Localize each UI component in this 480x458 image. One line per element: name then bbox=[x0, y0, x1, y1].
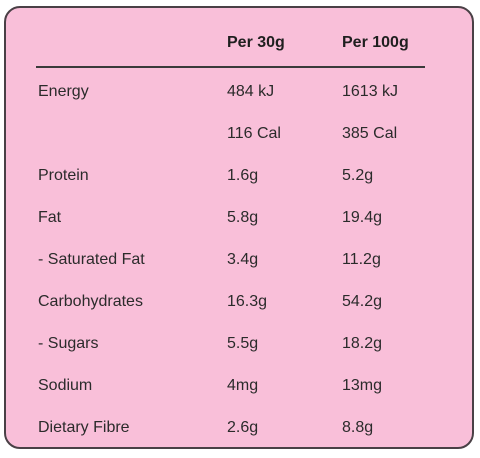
row-per-100g: 5.2g bbox=[342, 167, 374, 184]
table-row-energy-kj: Energy 484 kJ 1613 kJ bbox=[6, 80, 472, 122]
table-row-sugars: - Sugars 5.5g 18.2g bbox=[6, 332, 472, 374]
row-per-100g: 13mg bbox=[342, 377, 383, 394]
row-per-100g: 385 Cal bbox=[342, 125, 398, 142]
row-per-30g: 484 kJ bbox=[227, 83, 275, 100]
row-label: Protein bbox=[38, 167, 89, 184]
row-per-30g: 2.6g bbox=[227, 419, 259, 436]
table-row-protein: Protein 1.6g 5.2g bbox=[6, 164, 472, 206]
row-per-100g: 18.2g bbox=[342, 335, 383, 352]
row-per-100g: 8.8g bbox=[342, 419, 374, 436]
row-per-100g: 11.2g bbox=[342, 251, 381, 268]
table-row-saturated-fat: - Saturated Fat 3.4g 11.2g bbox=[6, 248, 472, 290]
row-label: - Saturated Fat bbox=[38, 251, 145, 268]
table-row-dietary-fibre: Dietary Fibre 2.6g 8.8g bbox=[6, 416, 472, 458]
header-divider bbox=[36, 66, 425, 68]
header-per-100g: Per 100g bbox=[342, 34, 409, 51]
row-label: - Sugars bbox=[38, 335, 99, 352]
row-per-30g: 16.3g bbox=[227, 293, 268, 310]
row-per-30g: 116 Cal bbox=[227, 125, 281, 142]
row-per-30g: 5.5g bbox=[227, 335, 259, 352]
table-row-energy-cal: 116 Cal 385 Cal bbox=[6, 122, 472, 164]
row-label: Dietary Fibre bbox=[38, 419, 130, 436]
table-row-carbohydrates: Carbohydrates 16.3g 54.2g bbox=[6, 290, 472, 332]
row-per-30g: 3.4g bbox=[227, 251, 259, 268]
row-label: Carbohydrates bbox=[38, 293, 143, 310]
nutrition-table-card: Per 30g Per 100g Energy 484 kJ 1613 kJ 1… bbox=[4, 6, 474, 449]
header-per-30g: Per 30g bbox=[227, 34, 285, 51]
table-body: Energy 484 kJ 1613 kJ 116 Cal 385 Cal Pr… bbox=[6, 80, 472, 458]
row-per-100g: 19.4g bbox=[342, 209, 383, 226]
table-row-sodium: Sodium 4mg 13mg bbox=[6, 374, 472, 416]
row-per-30g: 4mg bbox=[227, 377, 259, 394]
row-per-100g: 54.2g bbox=[342, 293, 383, 310]
row-per-30g: 5.8g bbox=[227, 209, 259, 226]
table-header-row: Per 30g Per 100g bbox=[6, 31, 472, 55]
row-per-30g: 1.6g bbox=[227, 167, 259, 184]
row-label: Energy bbox=[38, 83, 89, 100]
row-per-100g: 1613 kJ bbox=[342, 83, 399, 100]
table-row-fat: Fat 5.8g 19.4g bbox=[6, 206, 472, 248]
row-label: Sodium bbox=[38, 377, 93, 394]
row-label: Fat bbox=[38, 209, 62, 226]
